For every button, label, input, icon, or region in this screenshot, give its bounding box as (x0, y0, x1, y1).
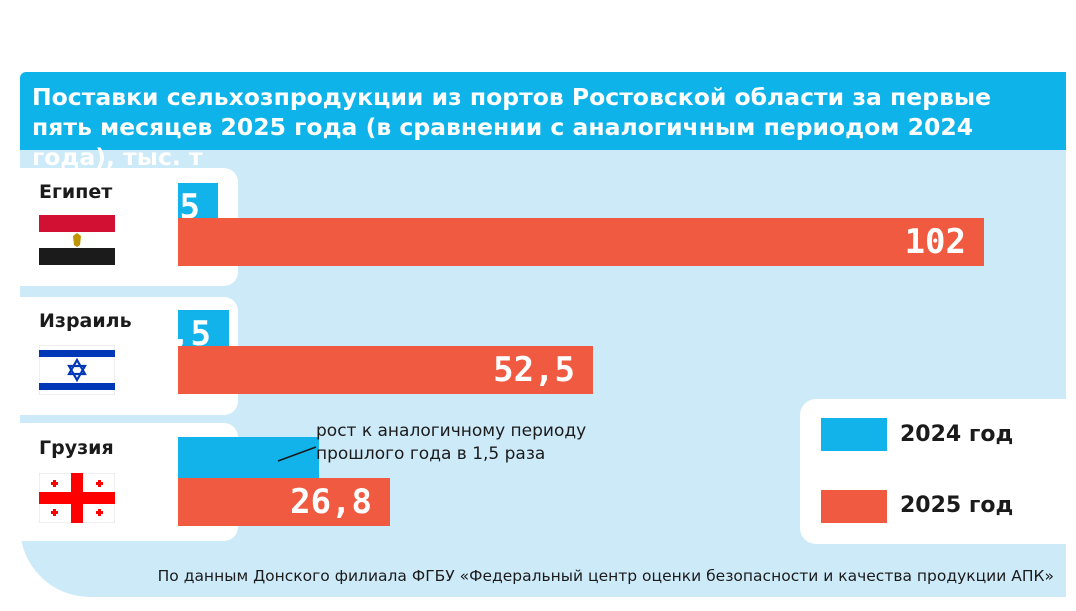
israel-flag-icon (39, 345, 115, 395)
egypt-flag-icon (39, 215, 115, 265)
bar-2024-georgia (178, 437, 319, 485)
legend-label-2025: 2025 год (900, 493, 1014, 518)
legend-label-2024: 2024 год (900, 422, 1014, 447)
bar-2025-israel: 52,5 (178, 346, 593, 394)
category-label-egypt: Египет (39, 181, 113, 203)
legend-swatch-2024 (821, 418, 887, 451)
georgia-flag-icon (39, 473, 115, 523)
category-label-israel: Израиль (39, 310, 132, 332)
growth-annotation: рост к аналогичному периоду прошлого год… (316, 421, 587, 464)
bar-2025-georgia: 26,8 (178, 478, 390, 526)
annotation-leader-line (277, 446, 317, 462)
category-label-georgia: Грузия (39, 437, 114, 459)
chart-title: Поставки сельхозпродукции из портов Рост… (32, 83, 992, 171)
title-band (20, 72, 1066, 150)
legend-swatch-2025 (821, 490, 887, 523)
source-note: По данным Донского филиала ФГБУ «Федерал… (157, 567, 1054, 585)
bar-2025-egypt: 102 (178, 218, 984, 266)
